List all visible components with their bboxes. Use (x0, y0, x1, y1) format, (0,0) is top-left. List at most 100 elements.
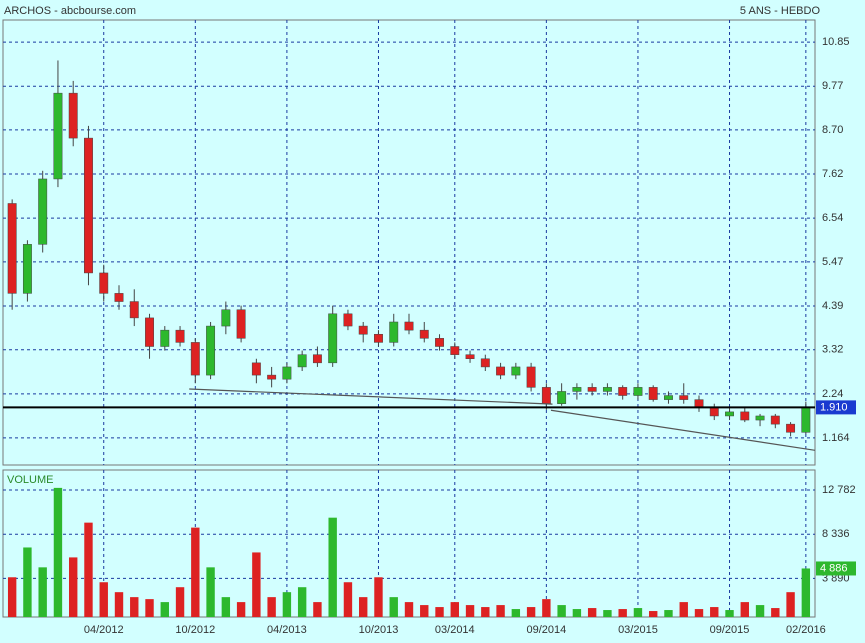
volume-bar (343, 582, 353, 617)
volume-bar (496, 605, 505, 617)
candle-body (496, 366, 506, 376)
volume-bar (755, 605, 765, 617)
candle-body (633, 387, 643, 396)
volume-bar (725, 610, 734, 617)
volume-bar (435, 607, 444, 617)
volume-bar (99, 582, 108, 617)
volume-bar (114, 592, 124, 617)
volume-bar (557, 605, 566, 617)
x-tick-label: 10/2012 (175, 624, 215, 636)
candle-body (129, 301, 139, 319)
y-tick-label: 9.77 (822, 80, 843, 92)
candle-body (679, 395, 689, 400)
price-panel (2, 19, 816, 466)
volume-bar (69, 557, 78, 617)
y-tick-label: 8 336 (822, 528, 850, 540)
volume-bar (664, 610, 673, 617)
last-volume-label: 4 886 (820, 562, 848, 574)
volume-bar (465, 605, 475, 617)
candle-body (755, 415, 765, 421)
candle-body (358, 325, 368, 335)
candle-body (206, 325, 216, 376)
volume-bar (649, 611, 658, 617)
candle-body (267, 374, 277, 380)
volume-bar (313, 602, 322, 617)
candle-body (801, 407, 811, 433)
trend-line (550, 409, 816, 451)
volume-bar (389, 597, 398, 617)
candle-body (404, 321, 414, 331)
candle-body (602, 387, 612, 392)
volume-bar (420, 605, 429, 617)
candle-body (7, 203, 17, 294)
candle-body (374, 333, 383, 343)
volume-bar (221, 597, 231, 617)
candle-body (709, 407, 719, 417)
candle-body (145, 317, 154, 347)
candle-body (160, 329, 170, 347)
volume-bar (206, 567, 215, 617)
y-tick-label: 4.39 (822, 300, 843, 312)
x-tick-label: 03/2014 (435, 624, 475, 636)
volume-bar (572, 609, 582, 617)
volume-bar (236, 602, 246, 617)
candle-body (465, 354, 475, 360)
chart-subtitle: 5 ANS - HEBDO (740, 5, 821, 17)
volume-bar (130, 597, 139, 617)
last-volume-box (816, 561, 856, 576)
volume-bar (374, 577, 383, 617)
volume-bar (542, 599, 551, 617)
candle-body (328, 313, 338, 364)
candle-body (435, 338, 444, 347)
volume-bar (145, 599, 154, 617)
y-tick-label: 3.32 (822, 344, 843, 356)
candle-body (725, 411, 734, 417)
chart-title: ARCHOS - abcbourse.com (4, 5, 136, 17)
volume-bar (267, 597, 276, 617)
candle-body (282, 366, 292, 380)
candle-body (99, 272, 109, 294)
volume-bar (53, 487, 63, 617)
last-price-box (816, 400, 856, 415)
y-tick-label: 5.47 (822, 256, 843, 268)
x-tick-label: 03/2015 (618, 624, 658, 636)
volume-bar (160, 602, 169, 617)
volume-bar (84, 522, 93, 617)
y-tick-label: 1.164 (822, 432, 850, 444)
trend-line (189, 388, 553, 405)
candle-body (618, 387, 628, 396)
candle-body (175, 329, 185, 343)
volume-bar (282, 592, 292, 617)
volume-bar (618, 609, 627, 617)
candle-body (114, 293, 124, 302)
x-tick-label: 04/2013 (267, 624, 307, 636)
volume-bar (526, 607, 536, 617)
y-tick-label: 12 782 (822, 484, 856, 496)
volume-bar (801, 568, 811, 617)
x-tick-label: 10/2013 (359, 624, 399, 636)
candle-body (38, 178, 48, 245)
candle-body (236, 309, 246, 339)
volume-bar (740, 602, 749, 617)
candle-body (557, 391, 567, 404)
volume-bar (23, 547, 32, 617)
candle-body (587, 387, 597, 392)
x-tick-label: 04/2012 (84, 624, 124, 636)
candle-body (84, 137, 93, 274)
volume-bar (359, 597, 368, 617)
candle-body (297, 354, 307, 368)
x-tick-label: 09/2015 (710, 624, 750, 636)
volume-bar (38, 567, 47, 617)
candle-body (786, 423, 796, 433)
candle-body (251, 362, 261, 376)
volume-bar (328, 517, 337, 617)
candle-body (22, 244, 32, 294)
volume-bar (481, 607, 490, 617)
volume-label: VOLUME (7, 474, 53, 486)
volume-bar (511, 609, 521, 617)
candle-body (221, 309, 231, 327)
candle-body (770, 415, 780, 425)
